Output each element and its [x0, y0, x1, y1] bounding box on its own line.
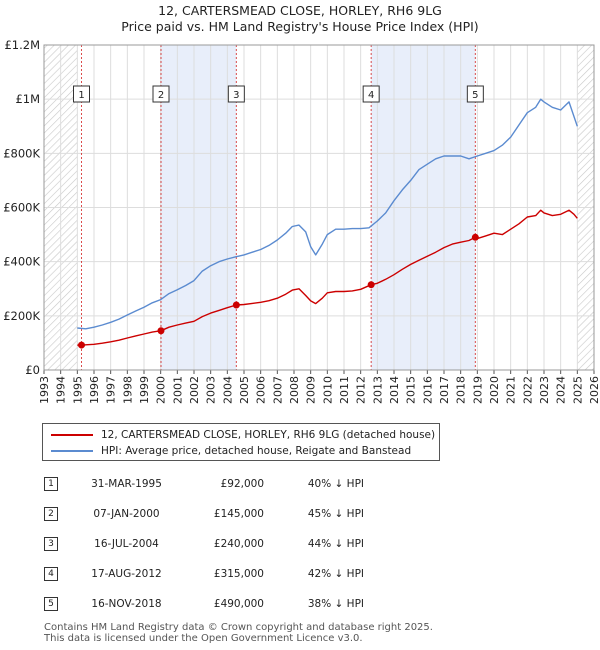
x-tick-label: 2025: [571, 376, 584, 404]
x-tick-label: 2026: [588, 376, 600, 404]
sale-label-number: 2: [158, 90, 164, 101]
sale-point: [471, 233, 479, 241]
sale-label-number: 5: [472, 90, 478, 101]
legend-label-hpi: HPI: Average price, detached house, Reig…: [101, 445, 412, 457]
sale-point: [232, 301, 240, 309]
sale-row: 3 16-JUL-2004 £240,000 44% ↓ HPI: [44, 535, 384, 555]
sale-hpi-diff: 45% ↓ HPI: [307, 508, 364, 520]
x-tick-label: 2004: [221, 376, 234, 404]
sale-date: 16-JUL-2004: [94, 538, 159, 550]
y-tick-label: £1M: [15, 92, 40, 106]
x-tick-label: 2007: [271, 376, 284, 404]
sale-number: 2: [44, 507, 58, 521]
sale-price: £490,000: [213, 598, 264, 610]
sale-hpi-diff: 38% ↓ HPI: [307, 598, 364, 610]
legend-swatch-hpi: [51, 450, 93, 452]
y-tick-label: £0: [25, 363, 40, 377]
x-tick-label: 1995: [71, 376, 84, 404]
footer-attribution: Contains HM Land Registry data © Crown c…: [44, 622, 433, 644]
x-tick-label: 1993: [38, 376, 51, 404]
y-tick-label: £200K: [3, 309, 40, 323]
x-tick-label: 2020: [488, 376, 501, 404]
x-tick-label: 2002: [188, 376, 201, 404]
sale-date: 17-AUG-2012: [91, 568, 162, 580]
x-tick-label: 2024: [555, 376, 568, 404]
chart-subtitle: Price paid vs. HM Land Registry's House …: [121, 19, 479, 34]
x-tick-label: 2022: [521, 376, 534, 404]
x-tick-label: 2018: [455, 376, 468, 404]
x-tick-label: 2003: [205, 376, 218, 404]
x-tick-label: 1999: [138, 376, 151, 404]
sale-label-number: 3: [233, 90, 239, 101]
sale-label-box: [362, 85, 380, 103]
x-tick-label: 2008: [288, 376, 301, 404]
sale-point: [78, 341, 85, 349]
sale-label-box: [227, 85, 245, 103]
sale-number: 5: [44, 597, 58, 611]
footer-line-2: This data is licensed under the Open Gov…: [44, 633, 363, 644]
sale-label-number: 4: [368, 90, 374, 101]
y-tick-label: £400K: [3, 255, 40, 269]
legend-swatch-property: [51, 434, 93, 436]
x-tick-label: 2014: [388, 376, 401, 404]
sale-point: [367, 281, 375, 289]
x-tick-label: 2001: [171, 376, 184, 404]
sale-label-box: [466, 85, 484, 103]
x-tick-label: 2016: [421, 376, 434, 404]
sale-label-box: [152, 85, 170, 103]
x-tick-label: 2013: [371, 376, 384, 404]
chart-legend: 12, CARTERSMEAD CLOSE, HORLEY, RH6 9LG (…: [42, 423, 440, 461]
series-line-hpi: [77, 98, 578, 330]
x-tick-label: 2005: [238, 376, 251, 404]
x-tick-label: 2011: [338, 376, 351, 404]
sale-number: 4: [44, 567, 58, 581]
sale-number: 3: [44, 537, 58, 551]
sale-row: 5 16-NOV-2018 £490,000 38% ↓ HPI: [44, 595, 384, 615]
sale-row: 4 17-AUG-2012 £315,000 42% ↓ HPI: [44, 565, 384, 585]
x-tick-label: 2000: [155, 376, 168, 404]
y-tick-label: £600K: [3, 201, 40, 215]
x-tick-label: 2021: [505, 376, 518, 404]
sale-label-number: 1: [78, 90, 84, 101]
x-tick-label: 2019: [471, 376, 484, 404]
sale-price: £315,000: [213, 568, 264, 580]
x-tick-label: 1997: [105, 376, 118, 404]
chart-title: 12, CARTERSMEAD CLOSE, HORLEY, RH6 9LG: [158, 3, 442, 18]
x-tick-label: 2009: [305, 376, 318, 404]
sale-price: £145,000: [213, 508, 264, 520]
x-tick-label: 2006: [255, 376, 268, 404]
sale-date: 31-MAR-1995: [91, 478, 162, 490]
x-tick-label: 2017: [438, 376, 451, 404]
sale-price: £240,000: [213, 538, 264, 550]
sale-hpi-diff: 40% ↓ HPI: [307, 478, 364, 490]
y-tick-label: £1.2M: [4, 38, 40, 52]
x-tick-label: 2023: [538, 376, 551, 404]
x-tick-label: 2010: [321, 376, 334, 404]
sale-row: 1 31-MAR-1995 £92,000 40% ↓ HPI: [44, 475, 384, 495]
sale-date: 16-NOV-2018: [91, 598, 162, 610]
y-tick-label: £800K: [3, 146, 40, 160]
footer-line-1: Contains HM Land Registry data © Crown c…: [44, 622, 433, 633]
sale-date: 07-JAN-2000: [93, 508, 160, 520]
x-tick-label: 1994: [55, 376, 68, 404]
sale-row: 2 07-JAN-2000 £145,000 45% ↓ HPI: [44, 505, 384, 525]
sale-price: £92,000: [220, 478, 264, 490]
sale-label-box: [73, 85, 90, 103]
sale-hpi-diff: 42% ↓ HPI: [307, 568, 364, 580]
x-tick-label: 2015: [405, 376, 418, 404]
sale-number: 1: [44, 477, 58, 491]
legend-label-property: 12, CARTERSMEAD CLOSE, HORLEY, RH6 9LG (…: [101, 429, 436, 441]
x-tick-label: 1998: [121, 376, 134, 404]
x-tick-label: 2012: [355, 376, 368, 404]
x-tick-label: 1996: [88, 376, 101, 404]
sale-hpi-diff: 44% ↓ HPI: [307, 538, 364, 550]
sale-point: [157, 327, 165, 335]
plot-frame: [43, 44, 595, 371]
